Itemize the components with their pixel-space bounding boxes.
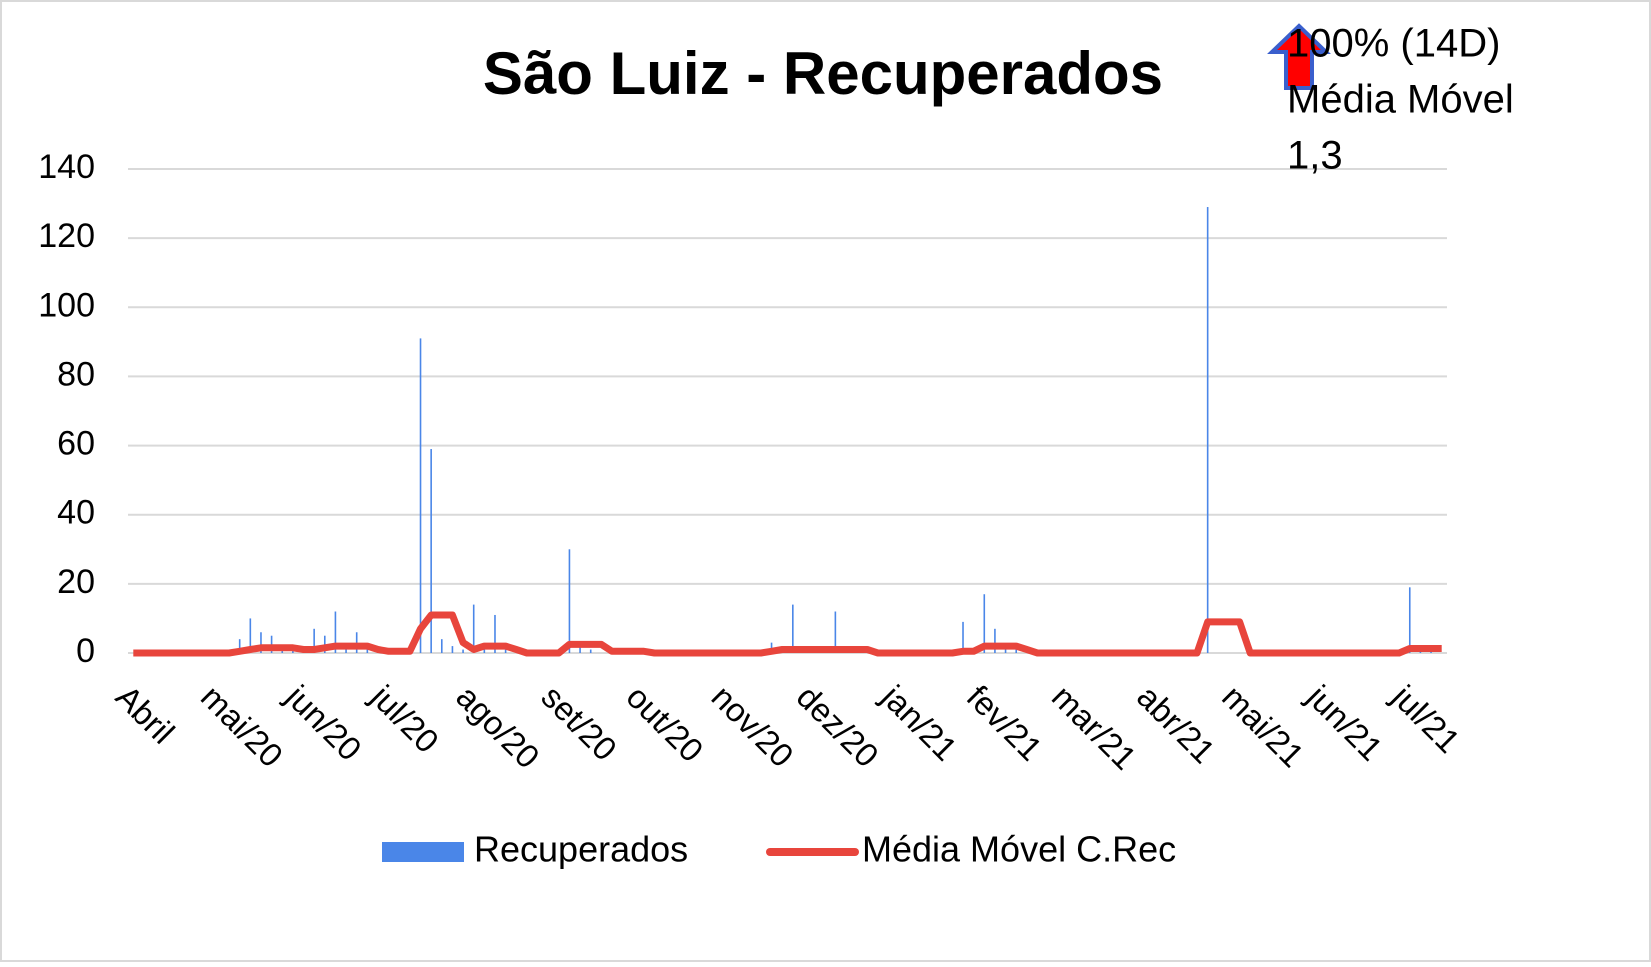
bar [494,614,496,653]
annotation: 1,3 [1287,134,1343,178]
y-tick-label: 80 [57,355,95,393]
y-tick-label: 20 [57,563,95,601]
legend-label: Média Móvel C.Rec [862,829,1176,870]
bar [313,628,315,653]
bar [589,649,592,653]
bar [334,611,337,653]
bar [568,549,571,653]
bar [260,632,262,653]
bar [238,639,241,653]
bar [472,604,475,653]
up-arrow-icon [1267,23,1331,90]
bar [440,639,443,653]
bar [983,594,986,653]
bar [994,628,996,653]
bar [1206,207,1209,653]
y-tick-label: 40 [57,494,95,532]
bar [430,449,432,653]
bar [962,621,964,653]
annotation: Média Móvel [1287,78,1514,122]
bar [249,618,252,653]
y-tick-label: 140 [38,148,95,186]
y-tick-label: 0 [76,632,95,670]
bar [792,604,794,653]
legend-swatch [382,842,464,862]
legend-label: Recuperados [474,829,688,870]
y-tick-label: 60 [57,425,95,463]
line [133,611,1442,657]
bar [1015,649,1017,653]
bar [419,338,422,653]
bar [834,611,837,653]
annotation: 100% (14D) [1287,22,1500,66]
bar [451,646,454,653]
bar [579,646,581,653]
chart-title: São Luiz - Recuperados [483,40,1163,107]
y-tick-label: 120 [38,217,95,255]
y-tick-label: 100 [38,286,95,324]
bar [462,649,464,653]
bar [1408,587,1411,653]
bar [504,649,507,653]
